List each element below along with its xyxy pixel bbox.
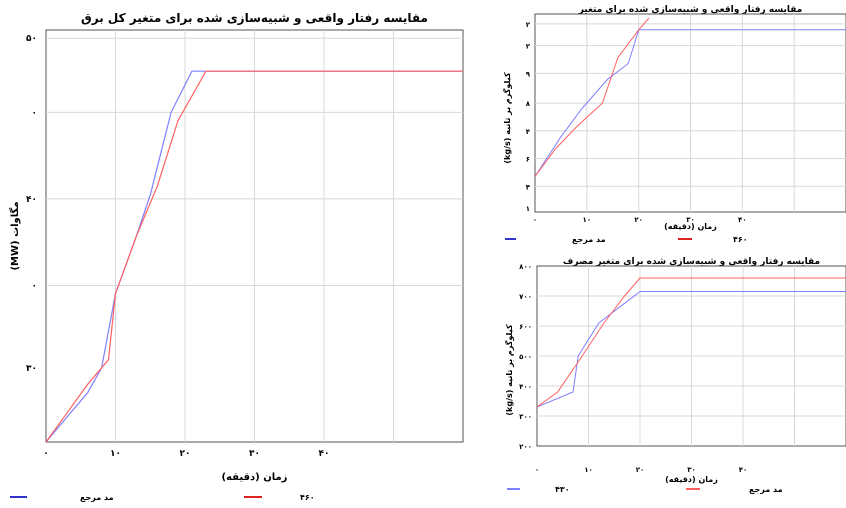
y-tick-label: ۴۰ bbox=[26, 195, 37, 205]
x-tick-label: ۴۰ bbox=[319, 449, 330, 459]
x-tick-label: ۳۰ bbox=[687, 466, 696, 474]
chart-title: مقایسه رفتار واقعی و شبیه‌سازی شده برای … bbox=[578, 5, 803, 15]
y-tick-label: ۴ bbox=[526, 128, 531, 136]
x-tick-label: ۳۰ bbox=[686, 216, 695, 224]
x-tick-label: ۳۰ bbox=[249, 449, 260, 459]
x-tick-label: ۱۰ bbox=[583, 216, 592, 224]
x-axis-label: زمان (دقیقه) bbox=[222, 472, 288, 483]
y-tick-label: ۴۰۰ bbox=[519, 383, 532, 391]
legend-label: ۴۶۰ bbox=[300, 493, 315, 502]
y-axis-label: مگاوات (MW) bbox=[8, 201, 21, 270]
x-tick-label: ۱۰ bbox=[110, 449, 121, 459]
x-tick-label: ۲۰ bbox=[636, 466, 645, 474]
x-tick-label: ۰ bbox=[533, 216, 537, 224]
y-tick-label: ۰ bbox=[32, 108, 38, 118]
x-tick-label: ۰ bbox=[43, 449, 49, 459]
y-tick-label: ۰ bbox=[32, 281, 38, 291]
series-line-2 bbox=[535, 17, 650, 177]
y-tick-label: ۲۰۰ bbox=[519, 443, 532, 451]
y-tick-label: ۴ bbox=[526, 183, 531, 191]
x-tick-label: ۴۰ bbox=[738, 216, 747, 224]
y-tick-label: ۹ bbox=[526, 70, 531, 78]
y-tick-label: ۵۰ bbox=[26, 34, 37, 44]
y-tick-label: ۵۰۰ bbox=[519, 353, 532, 361]
legend-label: مد مرجع bbox=[80, 493, 114, 502]
y-axis-label: کیلوگرم بر ثانیه (kg/s) bbox=[504, 324, 514, 416]
chart-title: مقایسه رفتار واقعی و شبیه‌سازی شده برای … bbox=[563, 257, 820, 267]
y-tick-label: ۱ bbox=[526, 205, 530, 213]
legend-label: مد مرجع bbox=[749, 485, 783, 494]
y-tick-label: ۲ bbox=[526, 21, 531, 29]
series-line-1 bbox=[537, 291, 846, 408]
x-tick-label: ۰ bbox=[535, 466, 539, 474]
legend-label: ۴۳۰ bbox=[555, 485, 570, 494]
y-tick-label: ۳۰ bbox=[26, 364, 37, 374]
x-tick-label: ۴۰ bbox=[739, 466, 748, 474]
y-tick-label: ۶۰۰ bbox=[519, 323, 532, 331]
x-tick-label: ۲۰ bbox=[180, 449, 191, 459]
x-axis-label: زمان (دقیقه) bbox=[665, 475, 718, 484]
x-axis-label: زمان (دقیقه) bbox=[664, 222, 717, 231]
y-tick-label: ۲ bbox=[526, 43, 531, 51]
legend-label: ۴۶۰ bbox=[733, 235, 748, 244]
series-line-2 bbox=[46, 70, 463, 442]
y-tick-label: ۶ bbox=[526, 156, 530, 164]
y-tick-label: ۸۰۰ bbox=[519, 263, 532, 271]
x-tick-label: ۲۰ bbox=[634, 216, 643, 224]
y-tick-label: ۷۰۰ bbox=[519, 293, 532, 301]
y-tick-label: ۸ bbox=[526, 100, 531, 108]
chart-3: مقایسه رفتار واقعی و شبیه‌سازی شده برای … bbox=[504, 257, 846, 494]
chart-1: مقایسه رفتار واقعی و شبیه‌سازی شده برای … bbox=[8, 11, 464, 502]
x-tick-label: ۱۰ bbox=[584, 466, 593, 474]
chart-title: مقایسه رفتار واقعی و شبیه‌سازی شده برای … bbox=[81, 11, 428, 26]
y-tick-label: ۳۰۰ bbox=[519, 413, 532, 421]
chart-2: مقایسه رفتار واقعی و شبیه‌سازی شده برای … bbox=[502, 5, 846, 244]
series-line-2 bbox=[537, 277, 846, 408]
y-axis-label: کیلوگرم بر ثانیه (kg/s) bbox=[502, 72, 512, 164]
legend-label: مد مرجع bbox=[572, 235, 606, 244]
